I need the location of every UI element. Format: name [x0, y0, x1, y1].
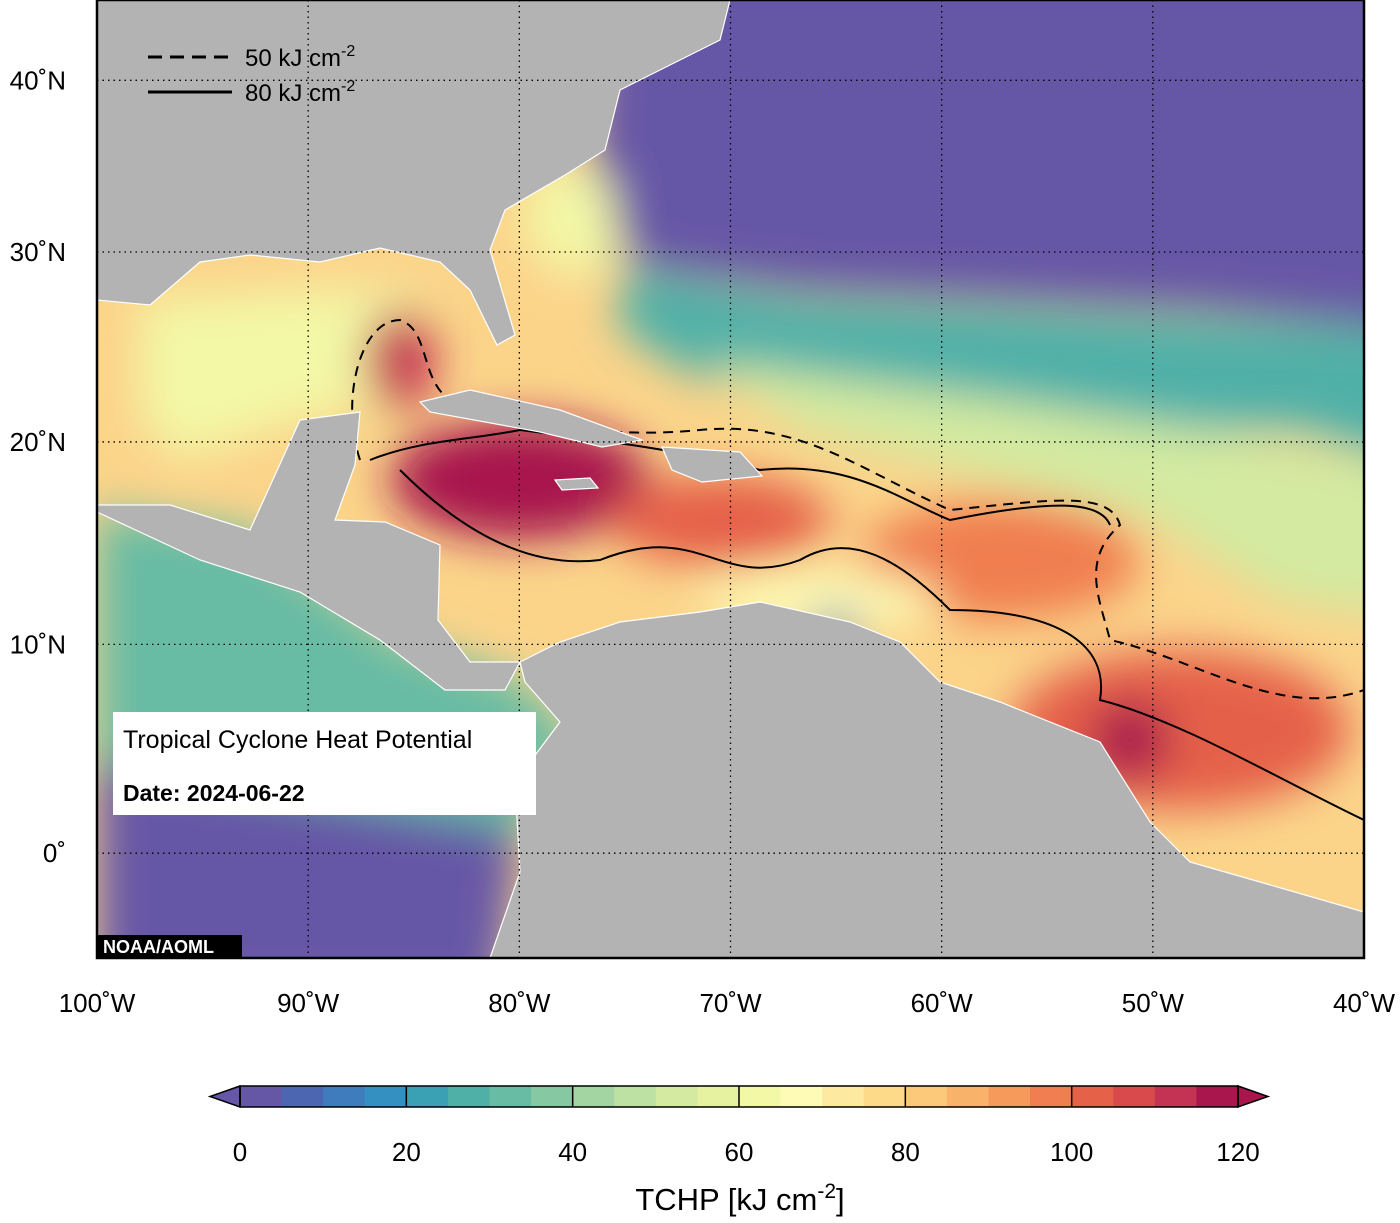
lon-tick-label: 90˚W: [277, 988, 340, 1018]
colorbar-label: TCHP [kJ cm-2]: [635, 1180, 844, 1217]
colorbar-tick-label: 120: [1216, 1137, 1259, 1167]
colorbar-bin: [1154, 1086, 1197, 1107]
colorbar-bin: [489, 1086, 532, 1107]
credit-box: [97, 935, 242, 958]
colorbar-bin: [739, 1086, 782, 1107]
colorbar-bin: [1030, 1086, 1073, 1107]
contours: [351, 318, 1364, 821]
colorbar: [207, 1084, 1271, 1109]
lon-tick-label: 60˚W: [911, 988, 974, 1018]
colorbar-bin: [863, 1086, 906, 1107]
colorbar-tick-label: 80: [891, 1137, 920, 1167]
map-frame: [95, 0, 1366, 960]
legend: 50 kJ cm-2 80 kJ cm-2: [148, 43, 355, 107]
colorbar-bin: [780, 1086, 823, 1107]
colorbar-bin: [655, 1086, 698, 1107]
colorbar-bin: [572, 1086, 615, 1107]
map-area: [97, 0, 1364, 958]
legend-label: 50 kJ cm-2: [245, 43, 355, 72]
lon-tick-label: 100˚W: [59, 988, 136, 1018]
colorbar-bin: [281, 1086, 324, 1107]
colorbar-bin: [988, 1086, 1031, 1107]
colorbar-tick-label: 40: [558, 1137, 587, 1167]
colorbar-bin: [614, 1086, 657, 1107]
colorbar-extend-high: [1237, 1084, 1271, 1109]
lat-tick-label: 40˚N: [10, 65, 66, 95]
lat-tick-label: 30˚N: [10, 237, 66, 267]
title: Tropical Cyclone Heat Potential: [123, 726, 472, 754]
lat-tick-label: 10˚N: [10, 629, 66, 659]
colorbar-bin: [447, 1086, 490, 1107]
lon-tick-label: 40˚W: [1333, 988, 1396, 1018]
colorbar-bin: [697, 1086, 740, 1107]
colorbar-bin: [364, 1086, 407, 1107]
colorbar-bin: [1071, 1086, 1114, 1107]
colorbar-bin: [531, 1086, 574, 1107]
lat-tick-label: 0˚: [43, 838, 66, 868]
colorbar-extend-low: [207, 1084, 241, 1109]
lat-tick-label: 20˚N: [10, 427, 66, 457]
colorbar-tick-label: 60: [725, 1137, 754, 1167]
colorbar-bin: [323, 1086, 366, 1107]
colorbar-bin: [406, 1086, 449, 1107]
colorbar-tick-label: 0: [233, 1137, 247, 1167]
legend-label: 80 kJ cm-2: [245, 78, 355, 107]
colorbar-bin: [1196, 1086, 1239, 1107]
lon-tick-label: 80˚W: [488, 988, 551, 1018]
date: Date: 2024-06-22: [123, 780, 305, 806]
colorbar-bin: [946, 1086, 989, 1107]
lon-tick-label: 50˚W: [1122, 988, 1185, 1018]
info-box: [113, 712, 536, 815]
colorbar-bin: [822, 1086, 865, 1107]
credit: NOAA/AOML: [103, 937, 214, 957]
colorbar-bin: [1113, 1086, 1156, 1107]
colorbar-bin: [240, 1086, 283, 1107]
colorbar-tick-label: 100: [1050, 1137, 1093, 1167]
colorbar-bin: [905, 1086, 948, 1107]
grid: [97, 0, 1364, 958]
colorbar-tick-label: 20: [392, 1137, 421, 1167]
lon-tick-label: 70˚W: [699, 988, 762, 1018]
